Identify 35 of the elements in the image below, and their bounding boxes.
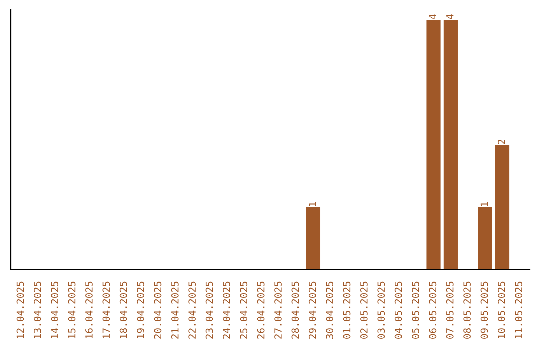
x-tick-label: 30.04.2025 (326, 282, 334, 339)
x-tick-label: 29.04.2025 (308, 282, 316, 339)
x-tick-label: 12.04.2025 (16, 282, 24, 338)
x-tick-label: 28.04.2025 (292, 282, 300, 339)
data-label: 4 (446, 14, 454, 20)
x-tick-label: 10.05.2025 (498, 282, 506, 338)
x-tick-label: 08.05.2025 (464, 282, 471, 340)
x-tick-label: 16.04.2025 (86, 282, 93, 338)
data-label: 4 (429, 14, 436, 20)
x-tick-label: 21.04.2025 (171, 282, 179, 339)
x-tick-label: 07.05.2025 (446, 282, 454, 340)
x-tick-label: 26.04.2025 (257, 282, 265, 339)
x-tick-label: 20.04.2025 (154, 282, 162, 339)
data-label: 2 (498, 140, 506, 144)
x-tick-label: 06.05.2025 (429, 282, 437, 340)
x-tick-label: 05.05.2025 (412, 282, 420, 340)
x-tick-label: 25.04.2025 (240, 282, 248, 339)
x-tick-label: 19.04.2025 (137, 282, 144, 338)
x-tick-label: 09.05.2025 (480, 282, 488, 340)
x-tick-label: 18.04.2025 (120, 282, 128, 338)
x-tick-label: 04.05.2025 (394, 282, 402, 340)
x-tick-label: 14.04.2025 (51, 282, 59, 338)
x-tick-label: 17.04.2025 (102, 282, 110, 338)
x-tick-label: 23.04.2025 (206, 282, 214, 339)
data-label: 1 (309, 202, 316, 206)
x-tick-label: 02.05.2025 (360, 282, 368, 340)
x-tick-label: 03.05.2025 (378, 282, 386, 340)
x-tick-label: 01.05.2025 (343, 282, 351, 340)
x-tick-label: 13.04.2025 (34, 282, 42, 338)
x-tick-label: 24.04.2025 (223, 282, 230, 339)
data-label: 1 (480, 202, 488, 206)
x-tick-label: 27.04.2025 (274, 282, 282, 339)
x-tick-label: 15.04.2025 (68, 282, 76, 338)
x-tick-label: 11.05.2025 (515, 282, 523, 338)
x-tick-label: 22.04.2025 (188, 282, 196, 339)
